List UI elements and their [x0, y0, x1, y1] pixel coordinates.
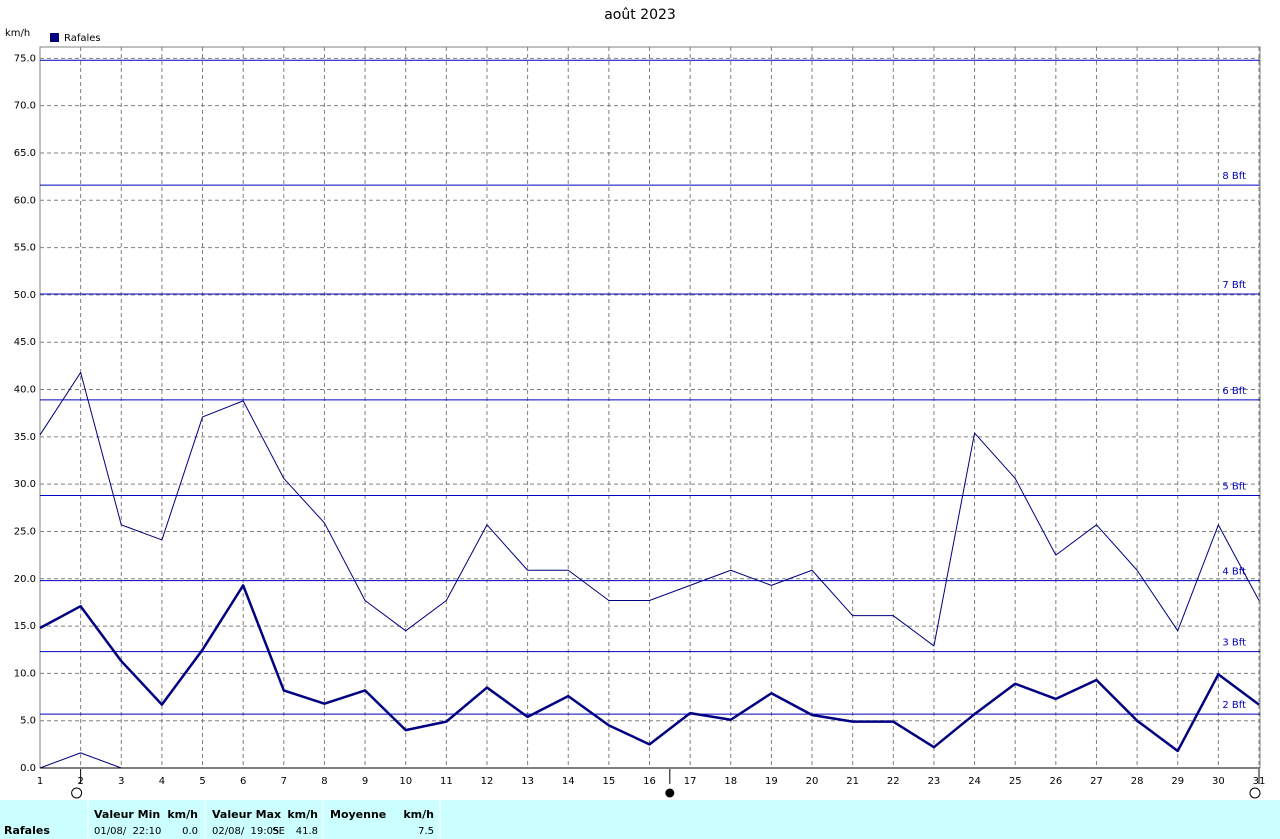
series-line	[39, 371, 1260, 647]
y-tick-label: 50.0	[14, 290, 36, 301]
y-tick-label: 35.0	[14, 432, 36, 443]
y-tick-label: 10.0	[14, 668, 36, 679]
chart-title: août 2023	[604, 7, 676, 23]
footer-table	[0, 800, 1280, 839]
y-tick-label: 75.0	[14, 53, 36, 64]
y-tick-label: 55.0	[14, 243, 36, 254]
legend-label: Rafales	[64, 33, 101, 44]
table-cell: 02/08/ 19:05	[212, 826, 279, 837]
x-tick-label: 6	[240, 776, 246, 787]
x-tick-label: 27	[1090, 776, 1103, 787]
y-tick-label: 40.0	[14, 385, 36, 396]
x-tick-label: 4	[159, 776, 165, 787]
x-tick-label: 10	[399, 776, 412, 787]
y-axis-label: km/h	[5, 28, 30, 39]
beaufort-label: 2 Bft	[1222, 700, 1246, 711]
y-tick-label: 45.0	[14, 337, 36, 348]
y-tick-label: 20.0	[14, 574, 36, 585]
x-tick-label: 19	[765, 776, 778, 787]
x-tick-label: 14	[562, 776, 575, 787]
x-tick-label: 13	[521, 776, 534, 787]
table-cell: 0.0	[182, 826, 198, 837]
y-tick-label: 65.0	[14, 148, 36, 159]
x-tick-label: 5	[199, 776, 205, 787]
y-tick-label: 70.0	[14, 101, 36, 112]
x-tick-label: 15	[602, 776, 615, 787]
x-tick-label: 17	[684, 776, 697, 787]
moon-phase	[1249, 787, 1261, 799]
table-header: Valeur Max	[212, 808, 281, 821]
beaufort-label: 5 Bft	[1222, 481, 1246, 492]
x-tick-label: 22	[887, 776, 900, 787]
x-tick-label: 1	[37, 776, 43, 787]
y-tick-label: 25.0	[14, 526, 36, 537]
y-tick-label: 60.0	[14, 195, 36, 206]
series-line	[39, 584, 1260, 753]
y-tick-label: 15.0	[14, 621, 36, 632]
x-tick-label: 21	[846, 776, 859, 787]
moon-phase	[71, 787, 83, 799]
table-header: km/h	[287, 808, 318, 821]
x-tick-label: 12	[481, 776, 494, 787]
table-header: km/h	[403, 808, 434, 821]
x-tick-label: 16	[643, 776, 656, 787]
x-tick-label: 25	[1009, 776, 1022, 787]
x-tick-label: 20	[806, 776, 819, 787]
y-tick-label: 30.0	[14, 479, 36, 490]
beaufort-label: 8 Bft	[1222, 171, 1246, 182]
table-row-label: Rafales	[4, 824, 50, 837]
x-tick-label: 3	[118, 776, 124, 787]
x-tick-label: 11	[440, 776, 453, 787]
beaufort-label: 3 Bft	[1222, 638, 1246, 649]
x-tick-label: 9	[362, 776, 368, 787]
table-cell: 01/08/ 22:10	[94, 826, 161, 837]
x-tick-label: 30	[1212, 776, 1225, 787]
table-header: km/h	[167, 808, 198, 821]
x-tick-label: 29	[1171, 776, 1184, 787]
y-tick-label: 5.0	[20, 716, 36, 727]
moon-phase	[665, 788, 675, 798]
beaufort-label: 6 Bft	[1222, 386, 1246, 397]
table-cell: SE	[272, 826, 285, 837]
table-cell: 7.5	[418, 826, 434, 837]
x-tick-label: 28	[1131, 776, 1144, 787]
y-tick-label: 0.0	[20, 763, 36, 774]
x-tick-label: 26	[1049, 776, 1062, 787]
beaufort-label: 4 Bft	[1222, 567, 1246, 578]
x-tick-label: 7	[281, 776, 287, 787]
table-header: Valeur Min	[94, 808, 160, 821]
x-tick-label: 18	[724, 776, 737, 787]
x-tick-label: 8	[321, 776, 327, 787]
x-tick-label: 24	[968, 776, 981, 787]
table-header: Moyenne	[330, 808, 386, 821]
legend-swatch	[50, 33, 59, 42]
table-cell: 41.8	[296, 826, 318, 837]
beaufort-label: 7 Bft	[1222, 280, 1246, 291]
x-tick-label: 23	[928, 776, 941, 787]
